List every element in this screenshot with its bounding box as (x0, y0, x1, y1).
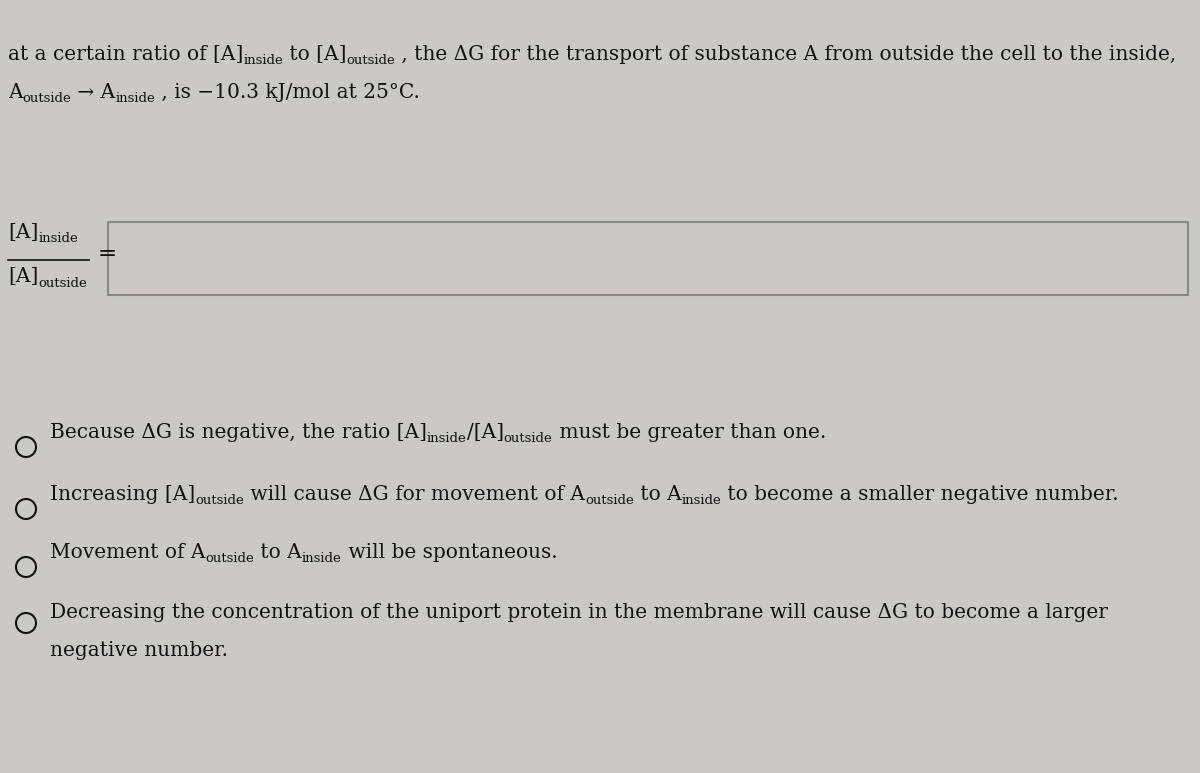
Text: at a certain ratio of [A]: at a certain ratio of [A] (8, 45, 244, 64)
Text: must be greater than one.: must be greater than one. (553, 423, 826, 442)
Text: to A: to A (634, 485, 682, 504)
Text: to [A]: to [A] (283, 45, 347, 64)
Text: → A: → A (71, 83, 115, 102)
Text: inside: inside (427, 433, 467, 445)
Text: Because ΔG is negative, the ratio [A]: Because ΔG is negative, the ratio [A] (50, 423, 427, 442)
Text: inside: inside (38, 233, 78, 246)
Text: to A: to A (254, 543, 302, 562)
Text: inside: inside (244, 55, 283, 67)
Text: [A]: [A] (8, 267, 38, 286)
Text: =: = (97, 243, 116, 265)
Text: /[A]: /[A] (467, 423, 504, 442)
Text: to become a smaller negative number.: to become a smaller negative number. (721, 485, 1118, 504)
Text: outside: outside (586, 495, 634, 508)
Text: inside: inside (302, 553, 342, 566)
Text: outside: outside (347, 55, 395, 67)
Text: outside: outside (205, 553, 254, 566)
Text: Increasing [A]: Increasing [A] (50, 485, 196, 504)
Text: will cause ΔG for movement of A: will cause ΔG for movement of A (244, 485, 586, 504)
Text: outside: outside (23, 93, 71, 105)
Text: inside: inside (682, 495, 721, 508)
Text: outside: outside (38, 277, 88, 290)
Text: outside: outside (504, 433, 553, 445)
Text: Decreasing the concentration of the uniport protein in the membrane will cause Δ: Decreasing the concentration of the unip… (50, 603, 1108, 622)
Text: negative number.: negative number. (50, 641, 228, 660)
Text: inside: inside (115, 93, 155, 105)
Text: outside: outside (196, 495, 244, 508)
Text: , is −10.3 kJ/mol at 25°C.: , is −10.3 kJ/mol at 25°C. (155, 83, 420, 102)
Text: Movement of A: Movement of A (50, 543, 205, 562)
Text: , the ΔG for the transport of substance A from outside the cell to the inside,: , the ΔG for the transport of substance … (395, 45, 1177, 64)
Text: A: A (8, 83, 23, 102)
Text: will be spontaneous.: will be spontaneous. (342, 543, 557, 562)
Text: [A]: [A] (8, 223, 38, 242)
